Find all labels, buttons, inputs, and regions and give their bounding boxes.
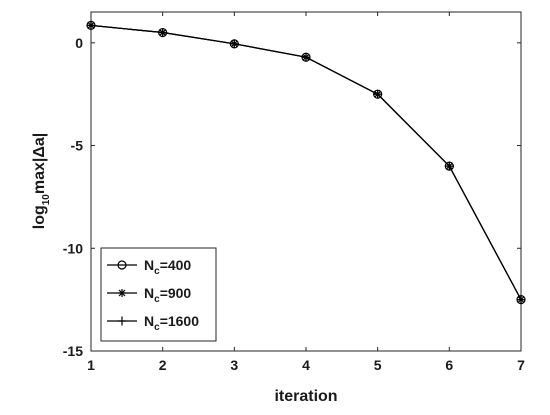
data-point-plus — [158, 28, 168, 38]
legend-label-3: Nc=1600 — [144, 313, 199, 333]
data-point-plus — [444, 161, 454, 171]
legend-label-2: Nc=900 — [144, 285, 191, 305]
x-tick-label: 7 — [517, 357, 525, 373]
y-tick-label: -15 — [63, 343, 83, 359]
x-tick-label: 6 — [445, 357, 453, 373]
y-tick-label: -5 — [71, 138, 84, 154]
legend-marker-asterisk — [118, 289, 126, 297]
x-tick-label: 4 — [302, 357, 310, 373]
data-point-plus — [373, 89, 383, 99]
y-tick-label: -10 — [63, 240, 83, 256]
y-tick-label: 0 — [75, 35, 83, 51]
legend-marker-asterisk-stroke — [118, 289, 126, 297]
data-point-plus — [301, 52, 311, 62]
axis-ticks: 1 2 3 4 5 6 7 0 -5 -10 -15 — [63, 12, 525, 373]
legend-marker-circle — [117, 260, 127, 270]
legend: Nc=400 Nc=900 Nc=1600 — [100, 247, 217, 342]
y-axis-label: log10max|Δa| — [31, 133, 52, 230]
legend-marker-plus — [117, 316, 127, 326]
x-axis-label: iteration — [274, 388, 337, 405]
x-tick-label: 1 — [87, 357, 95, 373]
x-tick-label: 5 — [374, 357, 382, 373]
x-tick-label: 3 — [230, 357, 238, 373]
data-point-plus — [229, 39, 239, 49]
data-point-plus — [516, 295, 526, 305]
legend-label-1: Nc=400 — [144, 257, 191, 277]
x-tick-label: 2 — [159, 357, 167, 373]
data-point-plus — [86, 20, 96, 30]
series-markers — [86, 20, 526, 305]
